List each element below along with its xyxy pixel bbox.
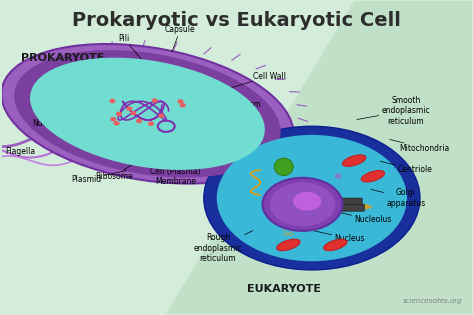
Circle shape <box>149 122 153 125</box>
Circle shape <box>293 192 321 211</box>
Ellipse shape <box>277 239 300 251</box>
Text: EUKARYOTE: EUKARYOTE <box>247 284 321 294</box>
Ellipse shape <box>1 44 293 184</box>
Circle shape <box>178 100 183 103</box>
Text: Pili: Pili <box>118 34 141 59</box>
Circle shape <box>159 114 164 117</box>
Circle shape <box>111 118 115 121</box>
Circle shape <box>270 182 335 226</box>
Text: Centriole: Centriole <box>380 161 433 175</box>
FancyBboxPatch shape <box>342 204 365 211</box>
Ellipse shape <box>324 239 347 251</box>
Text: Rough
endoplasmic
reticulum: Rough endoplasmic reticulum <box>193 231 253 263</box>
Text: Nucleoid: Nucleoid <box>32 119 102 128</box>
Ellipse shape <box>274 158 293 175</box>
Circle shape <box>131 112 136 115</box>
Circle shape <box>282 191 288 195</box>
Circle shape <box>289 197 294 201</box>
Text: Cytoplasm: Cytoplasm <box>207 100 262 113</box>
Text: Smooth
endoplasmic
reticulum: Smooth endoplasmic reticulum <box>357 96 430 126</box>
Circle shape <box>137 119 141 123</box>
Ellipse shape <box>361 170 385 182</box>
Circle shape <box>303 186 309 190</box>
Text: Nucleus: Nucleus <box>310 230 365 243</box>
Text: Ribosome: Ribosome <box>96 159 140 181</box>
Circle shape <box>325 192 331 195</box>
Circle shape <box>217 135 407 261</box>
Text: Nucleolus: Nucleolus <box>333 211 392 225</box>
Circle shape <box>127 107 131 110</box>
Text: Prokaryotic vs Eukaryotic Cell: Prokaryotic vs Eukaryotic Cell <box>72 11 401 30</box>
Circle shape <box>335 174 341 178</box>
Text: Plasmid: Plasmid <box>71 171 126 184</box>
Polygon shape <box>166 1 472 314</box>
Text: Cell Wall: Cell Wall <box>230 72 286 88</box>
Circle shape <box>110 100 115 103</box>
Circle shape <box>335 206 341 210</box>
Circle shape <box>263 178 342 231</box>
Circle shape <box>114 122 119 125</box>
Text: Flagella: Flagella <box>6 147 35 156</box>
Text: Golgi
apparatus: Golgi apparatus <box>371 188 425 208</box>
Circle shape <box>117 112 122 116</box>
Circle shape <box>152 99 157 102</box>
Circle shape <box>309 209 315 213</box>
Text: Capsule: Capsule <box>165 25 196 52</box>
Text: Mitochondria: Mitochondria <box>390 140 450 153</box>
FancyBboxPatch shape <box>339 198 362 205</box>
Text: sciencenotes.org: sciencenotes.org <box>403 298 462 304</box>
Text: PROKARYOTE: PROKARYOTE <box>21 53 104 63</box>
Ellipse shape <box>30 58 265 170</box>
Ellipse shape <box>342 155 366 166</box>
Circle shape <box>204 126 420 270</box>
Circle shape <box>333 211 339 215</box>
Ellipse shape <box>14 50 281 178</box>
Circle shape <box>180 104 185 107</box>
Text: Cell (Plasma)
Membrane: Cell (Plasma) Membrane <box>150 154 201 186</box>
